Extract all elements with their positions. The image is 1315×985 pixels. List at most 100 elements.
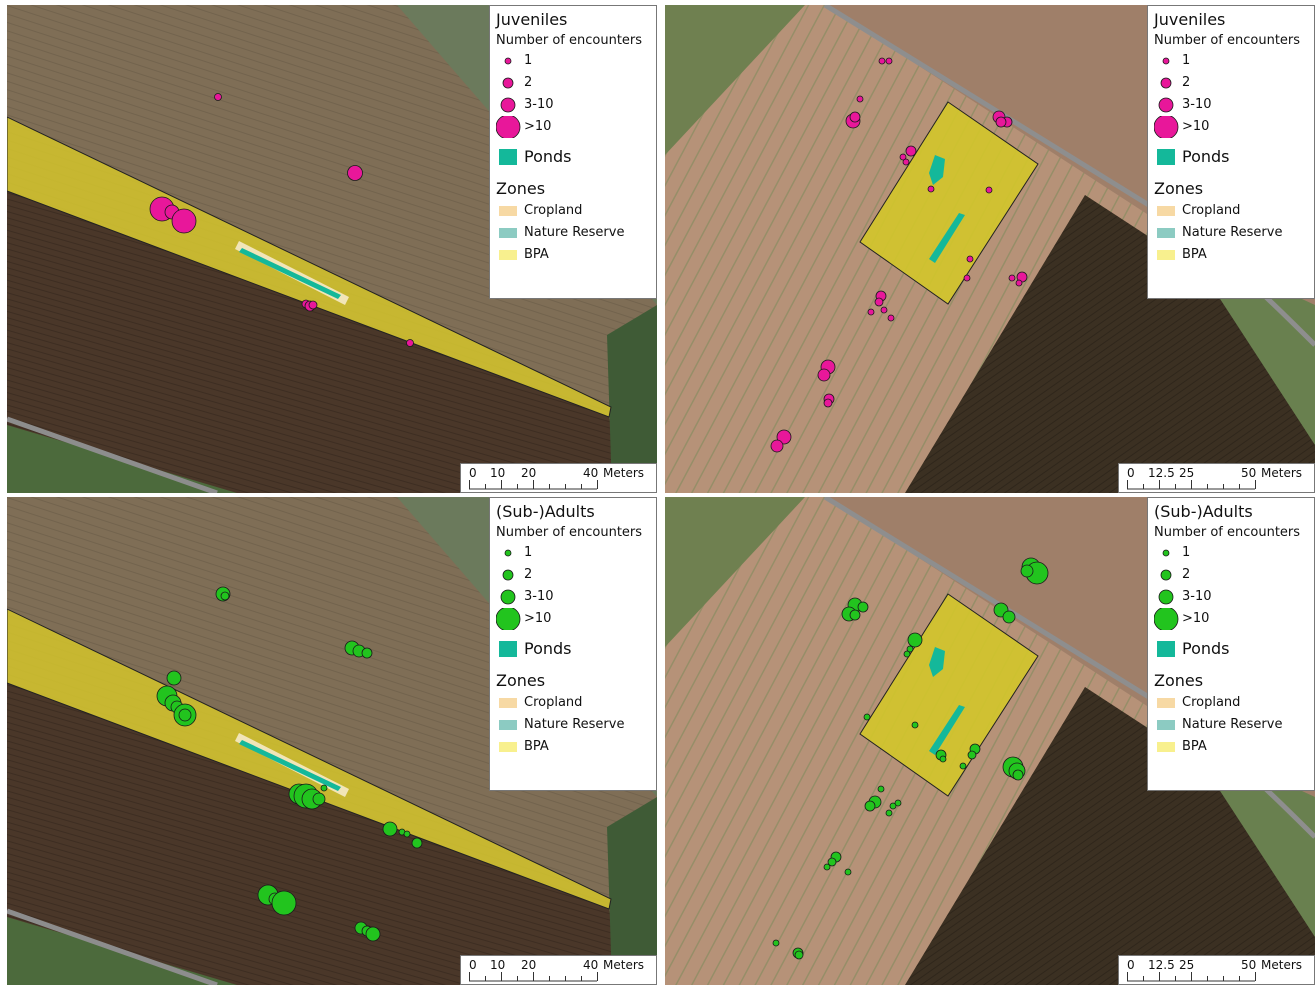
tree-strip: [607, 797, 657, 985]
encounter-point: [878, 57, 886, 65]
encounter-point: [864, 800, 876, 812]
scale-unit-label: Meters: [1261, 466, 1303, 480]
zone-swatch: [1157, 698, 1175, 708]
encounter-point: [403, 830, 411, 838]
bpa-zone: [859, 593, 1039, 797]
zone-swatch: [499, 206, 517, 216]
encounter-point: [320, 784, 328, 792]
scale-ticks: [1127, 972, 1256, 982]
encounter-point: [885, 809, 893, 817]
encounter-point: [963, 274, 971, 282]
circle-symbol-icon: [502, 77, 514, 89]
legend-subtitle: Number of encounters: [496, 525, 643, 540]
scale-bar: 0 10 20 40 Meters: [460, 955, 657, 985]
scale-tick-label: 20: [521, 466, 537, 480]
encounter-point: [271, 890, 297, 916]
legend-zone: Cropland: [1154, 200, 1308, 222]
legend-class: 2: [1154, 72, 1308, 94]
zone-swatch: [499, 720, 517, 730]
encounter-point: [770, 439, 784, 453]
encounter-point: [985, 186, 993, 194]
legend-class-label: 3-10: [524, 97, 554, 112]
map-panel-juveniles-site-a: Juveniles Number of encounters 1 2 3-10 >…: [7, 5, 657, 493]
zone-swatch: [1157, 742, 1175, 752]
encounter-point: [365, 926, 381, 942]
map-panel-juveniles-site-b: Juveniles Number of encounters 1 2 3-10 >…: [665, 5, 1315, 493]
legend-subtitle: Number of encounters: [496, 33, 643, 48]
green-field-corner: [665, 497, 805, 647]
encounter-point: [911, 721, 919, 729]
scale-bar: 0 12.5 25 50 Meters: [1118, 955, 1315, 985]
scale-unit-label: Meters: [603, 466, 645, 480]
encounter-point: [857, 601, 869, 613]
legend-class-label: 2: [524, 567, 533, 582]
encounter-point: [220, 591, 230, 601]
encounter-point: [967, 750, 977, 760]
scale-tick-label: 50: [1241, 958, 1257, 972]
ponds-swatch: [499, 641, 517, 657]
legend-class-label: 1: [1182, 545, 1191, 560]
legend-zone: BPA: [496, 736, 650, 758]
encounter-point: [406, 339, 414, 347]
legend-zone: Nature Reserve: [496, 714, 650, 736]
encounter-point: [776, 429, 792, 445]
encounter-point: [885, 57, 893, 65]
scale-ticks: [469, 480, 598, 490]
legend-class-label: 3-10: [1182, 97, 1212, 112]
circle-symbol-icon: [500, 97, 516, 113]
legend-zone: Nature Reserve: [496, 222, 650, 244]
road: [7, 908, 218, 985]
legend-zone-label: Nature Reserve: [524, 225, 625, 240]
circle-symbol-icon: [496, 608, 521, 630]
zone-swatch: [1157, 228, 1175, 238]
legend-zone: BPA: [496, 244, 650, 266]
pond: [929, 213, 965, 263]
legend-zone: Cropland: [496, 692, 650, 714]
legend-class-label: 2: [524, 75, 533, 90]
legend-zones-title: Zones: [1154, 671, 1204, 690]
encounter-point: [166, 670, 182, 686]
zone-swatch: [1157, 206, 1175, 216]
legend-zone-label: BPA: [1182, 739, 1207, 754]
map-legend: (Sub-)Adults Number of encounters 1 2 3-1…: [1147, 497, 1315, 791]
scale-tick-label: 25: [1179, 466, 1195, 480]
legend-class-label: 2: [1182, 75, 1191, 90]
scale-bar: 0 10 20 40 Meters: [460, 463, 657, 493]
legend-subtitle: Number of encounters: [1154, 33, 1301, 48]
ponds-swatch: [499, 149, 517, 165]
circle-symbol-icon: [1154, 116, 1179, 138]
scale-tick-label: 12.5: [1148, 958, 1175, 972]
zone-swatch: [499, 742, 517, 752]
legend-zone-label: Nature Reserve: [1182, 717, 1283, 732]
scale-tick-label: 0: [469, 958, 477, 972]
legend-zones-title: Zones: [496, 671, 546, 690]
legend-title: Juveniles: [496, 10, 568, 29]
legend-class: 3-10: [1154, 94, 1308, 116]
encounter-point: [1015, 279, 1023, 287]
legend-class-label: >10: [1182, 119, 1210, 134]
zone-swatch: [1157, 250, 1175, 260]
legend-title: Juveniles: [1154, 10, 1226, 29]
legend-class: 2: [496, 564, 650, 586]
scale-tick-label: 10: [490, 958, 506, 972]
road: [7, 416, 218, 493]
encounter-point: [827, 857, 837, 867]
circle-symbol-icon: [1154, 608, 1179, 630]
legend-class: 1: [1154, 50, 1308, 72]
circle-symbol-icon: [504, 57, 512, 65]
ponds-swatch: [1157, 641, 1175, 657]
legend-zone-label: Nature Reserve: [1182, 225, 1283, 240]
encounter-point: [995, 116, 1007, 128]
legend-zones-title: Zones: [1154, 179, 1204, 198]
encounter-point: [894, 799, 902, 807]
legend-class-label: 1: [1182, 53, 1191, 68]
encounter-point: [939, 755, 947, 763]
encounter-point: [867, 308, 875, 316]
encounter-point: [794, 950, 804, 960]
pond: [929, 705, 965, 755]
encounter-point: [907, 632, 923, 648]
legend-ponds-label: Ponds: [524, 147, 572, 166]
scale-tick-label: 0: [469, 466, 477, 480]
legend-zone: Cropland: [1154, 692, 1308, 714]
scale-ticks: [1127, 480, 1256, 490]
